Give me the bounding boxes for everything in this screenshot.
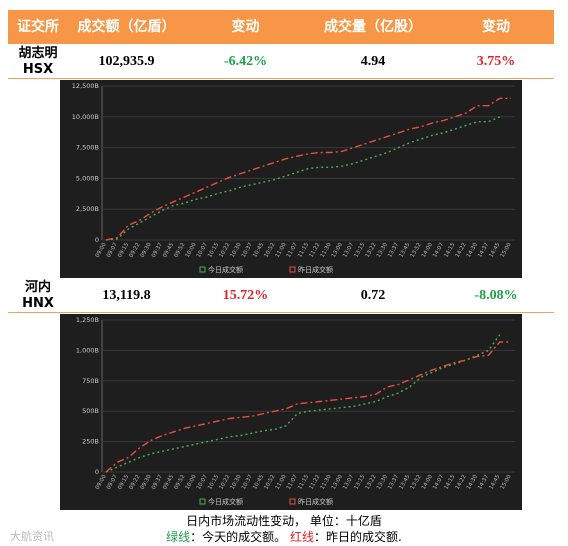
- caption-part: 绿线: [166, 530, 191, 544]
- header-cell: 变动: [231, 19, 260, 35]
- chart-background: [60, 80, 522, 278]
- table-cell: 13,119.8: [102, 288, 151, 303]
- header-cell: 证交所: [17, 19, 59, 35]
- y-tick-label: 500B: [82, 407, 99, 415]
- exchange-cell: 河内 HNX: [8, 280, 68, 312]
- caption-part: 红线: [290, 530, 315, 544]
- caption-part: ：昨日的成交额.: [314, 530, 402, 544]
- table-row: 胡志明 HSX 102,935.9 -6.42% 4.94 3.75%: [8, 45, 554, 79]
- exchange-name: HSX: [22, 62, 54, 77]
- y-tick-label: 1,250B: [76, 316, 99, 324]
- legend-label: 昨日成交额: [298, 497, 333, 506]
- y-tick-label: 0: [95, 236, 99, 244]
- y-tick-label: 2,500B: [76, 205, 99, 213]
- legend-label: 今日成交额: [208, 265, 243, 274]
- caption-line: 日内市场流动性变动， 单位：十亿盾: [186, 514, 382, 528]
- caption-part: ：今天的成交额。: [190, 530, 290, 544]
- y-tick-label: 750B: [82, 377, 99, 385]
- legend-label: 昨日成交额: [298, 265, 333, 274]
- caption-line: 绿线：今天的成交额。 红线：昨日的成交额.: [0, 528, 568, 545]
- chart: 02,500B5,000B7,500B10,000B12,500B09:0009…: [60, 80, 522, 278]
- legend-swatch: [289, 266, 296, 273]
- y-tick-label: 10,000B: [72, 113, 99, 121]
- header-cell: 成交量（亿股）: [324, 19, 422, 35]
- table-row: 河内 HNX 13,119.8 15.72% 0.72 -8.08%: [8, 280, 554, 313]
- watermark: 大航资讯: [10, 530, 54, 543]
- table-cell: -6.42%: [223, 54, 268, 69]
- legend-swatch: [289, 498, 296, 505]
- table-cell: -8.08%: [474, 288, 518, 303]
- legend-label: 今日成交额: [208, 497, 243, 506]
- y-tick-label: 7,500B: [76, 144, 99, 152]
- header-cell: 变动: [482, 19, 510, 35]
- series-line: [105, 116, 501, 241]
- y-tick-label: 0: [95, 468, 99, 476]
- exchange-name: 胡志明: [18, 46, 58, 61]
- table-cell: 4.94: [360, 54, 386, 69]
- legend-swatch: [199, 498, 206, 505]
- y-tick-label: 1,000B: [76, 346, 99, 354]
- chart-background: [60, 314, 522, 510]
- exchange-cell: 胡志明 HSX: [8, 46, 68, 78]
- exchange-name: HNX: [22, 296, 54, 311]
- table-cell: 102,935.9: [98, 54, 155, 69]
- header-cell: 成交额（亿盾）: [77, 19, 176, 35]
- legend-swatch: [199, 266, 206, 273]
- exchange-name: 河内: [24, 280, 51, 295]
- table-cell: 3.75%: [476, 54, 516, 69]
- y-tick-label: 5,000B: [76, 174, 99, 182]
- table-cell: 15.72%: [222, 288, 269, 303]
- table-cell: 0.72: [360, 288, 386, 303]
- series-line: [105, 97, 511, 241]
- y-tick-label: 250B: [82, 438, 99, 446]
- y-tick-label: 12,500B: [72, 82, 99, 90]
- table-header: 证交所 成交额（亿盾） 变动 成交量（亿股） 变动: [8, 10, 554, 44]
- chart: 0250B500B750B1,000B1,250B09:0009:0709:15…: [60, 314, 522, 510]
- series-line: [105, 341, 511, 473]
